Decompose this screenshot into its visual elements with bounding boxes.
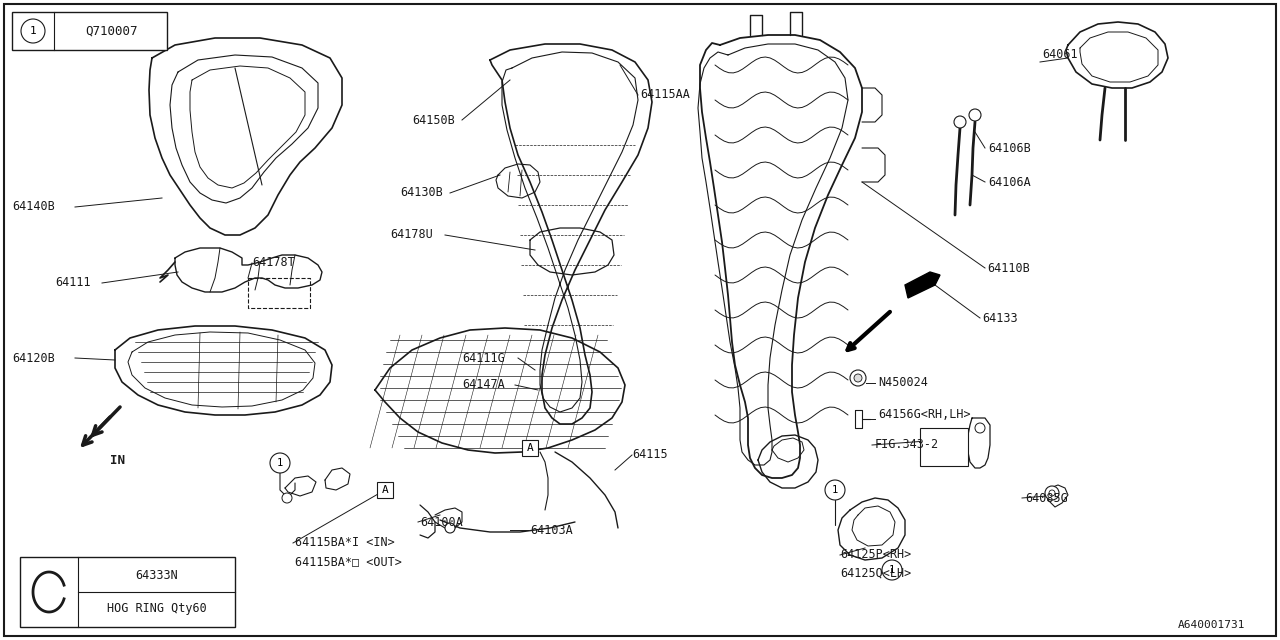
Bar xyxy=(378,482,393,498)
Text: 64125P<RH>: 64125P<RH> xyxy=(840,548,911,561)
Circle shape xyxy=(826,480,845,500)
Text: 64125Q<LH>: 64125Q<LH> xyxy=(840,566,911,579)
Text: 64111: 64111 xyxy=(55,276,91,289)
Text: N450024: N450024 xyxy=(878,376,928,390)
Circle shape xyxy=(445,523,454,533)
Text: 1: 1 xyxy=(276,458,283,468)
Text: 64106A: 64106A xyxy=(988,175,1030,189)
Bar xyxy=(920,428,968,466)
Text: 64147A: 64147A xyxy=(462,378,504,392)
Circle shape xyxy=(20,19,45,43)
Circle shape xyxy=(854,374,861,382)
Bar xyxy=(20,557,236,627)
Text: 64115BA*I <IN>: 64115BA*I <IN> xyxy=(294,536,394,550)
Text: 64133: 64133 xyxy=(982,312,1018,324)
Text: 1: 1 xyxy=(29,26,36,36)
Circle shape xyxy=(270,453,291,473)
Circle shape xyxy=(975,423,986,433)
Text: 64110B: 64110B xyxy=(987,262,1029,275)
Text: A640001731: A640001731 xyxy=(1178,620,1245,630)
Circle shape xyxy=(954,116,966,128)
Text: 1: 1 xyxy=(888,565,895,575)
Circle shape xyxy=(282,493,292,503)
Text: 64111G: 64111G xyxy=(462,351,504,365)
Bar xyxy=(12,12,166,50)
Text: 64156G<RH,LH>: 64156G<RH,LH> xyxy=(878,408,970,422)
Text: 64115AA: 64115AA xyxy=(640,88,690,102)
Circle shape xyxy=(1044,486,1059,500)
Text: 64115: 64115 xyxy=(632,449,668,461)
Circle shape xyxy=(1050,490,1055,496)
Text: 64085G: 64085G xyxy=(1025,492,1068,504)
Text: 64061: 64061 xyxy=(1042,49,1078,61)
Text: 64120B: 64120B xyxy=(12,351,55,365)
Text: 64333N: 64333N xyxy=(136,570,178,582)
Text: 1: 1 xyxy=(832,485,838,495)
Text: FIG.343-2: FIG.343-2 xyxy=(876,438,940,451)
Text: 64150B: 64150B xyxy=(412,113,454,127)
Text: 64115BA*□ <OUT>: 64115BA*□ <OUT> xyxy=(294,556,402,568)
Text: 64140B: 64140B xyxy=(12,200,55,214)
Circle shape xyxy=(882,560,902,580)
Text: Q710007: Q710007 xyxy=(86,24,138,38)
Text: 64106B: 64106B xyxy=(988,141,1030,154)
Text: 64130B: 64130B xyxy=(399,186,443,200)
Text: IN: IN xyxy=(110,454,125,467)
Text: A: A xyxy=(526,443,534,453)
Text: 64178U: 64178U xyxy=(390,228,433,241)
Text: 64103A: 64103A xyxy=(530,524,572,536)
Text: 64100A: 64100A xyxy=(420,515,463,529)
Bar xyxy=(522,440,538,456)
Text: A: A xyxy=(381,485,388,495)
Text: 64178T: 64178T xyxy=(252,257,294,269)
Circle shape xyxy=(850,370,867,386)
Polygon shape xyxy=(905,272,940,298)
Text: HOG RING Qty60: HOG RING Qty60 xyxy=(108,602,207,614)
Circle shape xyxy=(969,109,980,121)
